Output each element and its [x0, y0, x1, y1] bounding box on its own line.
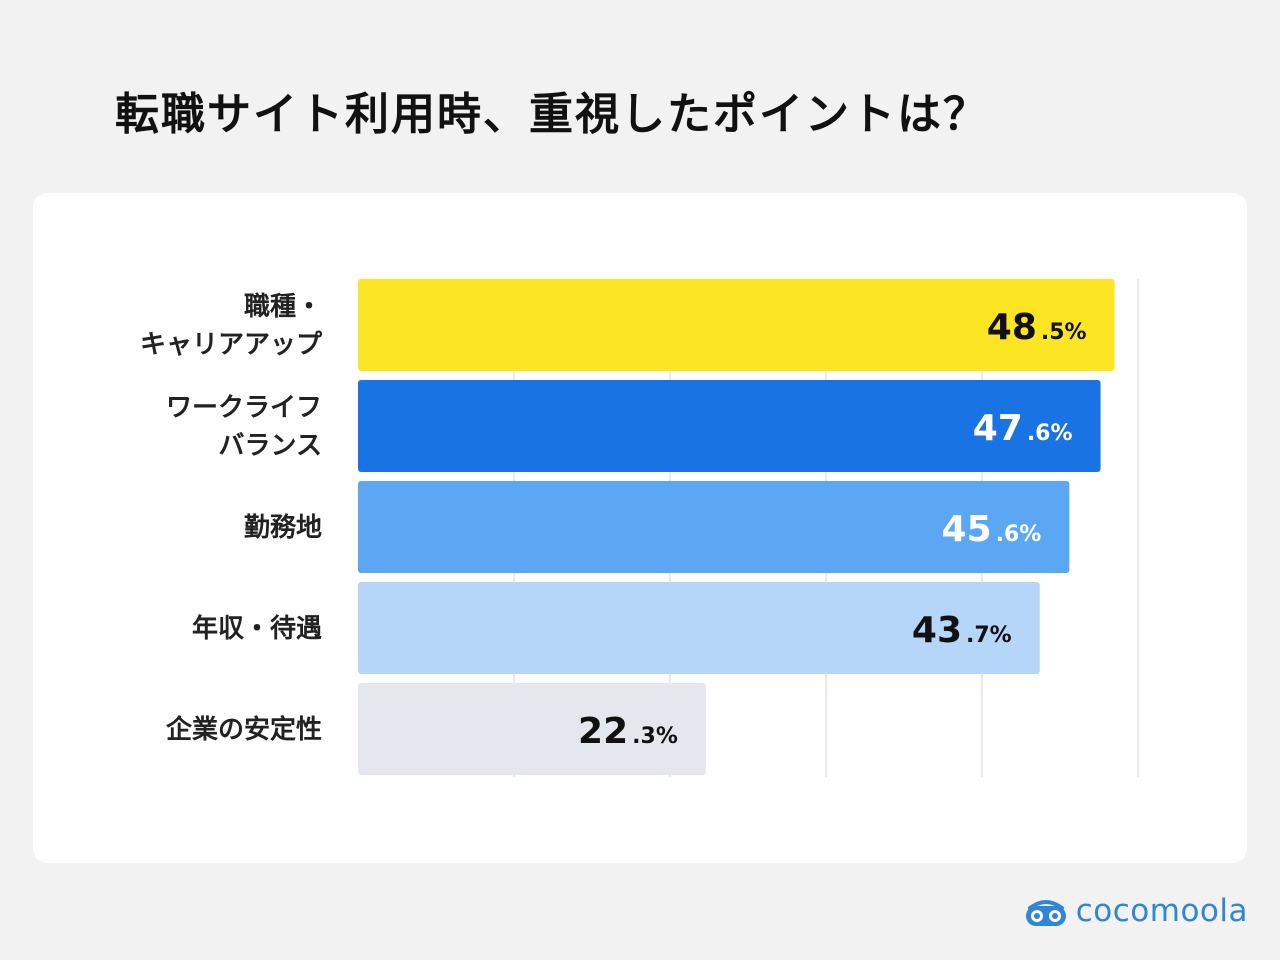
chart-title: 転職サイト利用時、重視したポイントは？: [115, 89, 989, 140]
data-label: 48.5%: [987, 307, 1087, 348]
category-label: 職種・: [244, 292, 322, 322]
data-label: 47.6%: [973, 408, 1073, 449]
data-label-integer: 47: [973, 408, 1023, 449]
data-label: 43.7%: [912, 610, 1012, 651]
bar: [358, 582, 1040, 674]
data-label-integer: 43: [912, 610, 962, 651]
category-label: 勤務地: [244, 513, 322, 543]
chart-card: 職種・ キャリアアップ 48.5% ワークライフ バランス 47.6% 勤務地 45.6% 年収…: [33, 193, 1247, 863]
data-label: 22.3%: [578, 711, 678, 752]
cocomoola-logo-icon: [1025, 900, 1066, 926]
data-label-integer: 22: [578, 711, 628, 752]
category-label: 企業の安定性: [166, 714, 322, 745]
bar: [358, 683, 706, 775]
data-label-integer: 45: [942, 509, 992, 550]
data-label-decimal: .6%: [996, 522, 1042, 547]
data-label-decimal: .6%: [1027, 421, 1073, 446]
category-label: バランス: [219, 431, 322, 461]
data-label-decimal: .3%: [632, 724, 678, 749]
category-label: キャリアアップ: [140, 330, 323, 360]
data-label: 45.6%: [942, 509, 1042, 550]
brand-logo: cocomoola: [1024, 893, 1248, 929]
data-label-decimal: .5%: [1041, 320, 1087, 345]
bar: [358, 380, 1101, 472]
bar: [358, 481, 1070, 573]
data-label-decimal: .7%: [966, 623, 1012, 648]
brand-name: cocomoola: [1075, 893, 1248, 929]
category-label: ワークライフ: [166, 393, 322, 423]
category-label: 年収・待遇: [192, 613, 322, 644]
bar: [358, 279, 1115, 371]
data-label-integer: 48: [987, 307, 1037, 348]
